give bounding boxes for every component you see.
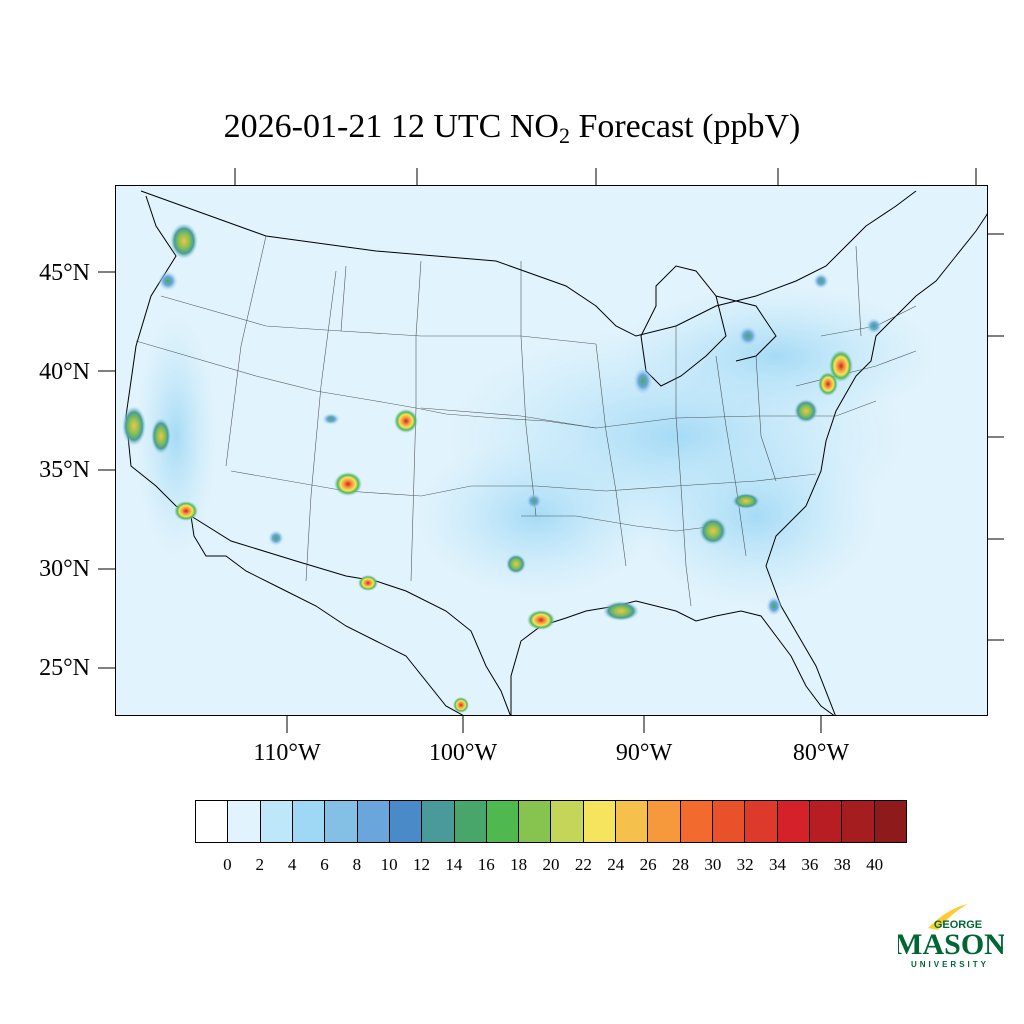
hotspot-los-angeles: [174, 501, 198, 521]
colorbar-cell: [454, 801, 487, 842]
colorbar-cell: [422, 801, 455, 842]
colorbar-cell: [292, 801, 326, 842]
colorbar-tick-label: 2: [255, 855, 264, 874]
hotspot-houston: [527, 610, 555, 630]
colorbar-tick-label: 4: [287, 855, 297, 874]
hotspot-salt-lake: [322, 413, 340, 425]
map-svg: [122, 190, 987, 715]
colorbar-cell: [260, 801, 293, 842]
colorbar-tick-label: 22: [574, 855, 592, 874]
lat-label-45: 45°N: [39, 260, 90, 286]
hotspot-monterrey: [453, 697, 469, 713]
colorbar-cell: [713, 801, 746, 842]
colorbar-tick-label: 0: [223, 855, 232, 874]
lon-label-110: 110°W: [253, 740, 321, 766]
colorbar-tick-label: 14: [445, 855, 463, 874]
hotspot-detroit: [738, 326, 758, 346]
lat-label-25: 25°N: [39, 655, 90, 681]
hotspot-sf-bay: [122, 406, 146, 446]
hotspot-phoenix: [268, 530, 284, 546]
hotspot-oklahoma: [526, 493, 542, 509]
hotspot-seattle: [170, 223, 198, 259]
colorbar-cell: [519, 801, 552, 842]
colorbar-tick-label: 28: [671, 855, 689, 874]
title-subscript: 2: [558, 123, 570, 148]
hotspot-philadelphia: [818, 372, 838, 396]
hotspot-charlotte: [732, 493, 760, 509]
colorbar-tick-label: 40: [866, 855, 884, 874]
logo-george: GEORGE: [934, 919, 982, 931]
colorbar-tick-label: 20: [542, 855, 560, 874]
title-suffix: Forecast (ppbV): [569, 108, 801, 145]
hotspot-central-valley: [151, 418, 171, 454]
lat-label-40: 40°N: [39, 359, 90, 385]
no2-hotspots: [122, 223, 882, 713]
chart-title: 2026-01-21 12 UTC NO2 Forecast (ppbV): [0, 108, 1024, 149]
hotspot-florida: [766, 596, 782, 616]
colorbar-cell: [777, 801, 810, 842]
logo-university: UNIVERSITY: [911, 960, 989, 969]
hotspot-montreal: [813, 273, 829, 289]
hotspot-chicago: [633, 367, 653, 395]
background-haze: [136, 286, 936, 606]
colorbar-tick-label: 18: [510, 855, 528, 874]
colorbar-cell: [616, 801, 649, 842]
lat-label-30: 30°N: [39, 556, 90, 582]
no2-forecast-map: [115, 185, 988, 716]
colorbar-cell: [389, 801, 423, 842]
colorbar-tick-label: 38: [833, 855, 851, 874]
colorbar-cell: [809, 801, 843, 842]
colorbar-cell: [357, 801, 390, 842]
colorbar-cell: [551, 801, 584, 842]
colorbar-tick-label: 34: [769, 855, 787, 874]
hotspot-denver: [394, 409, 418, 433]
colorbar-cell: [745, 801, 778, 842]
colorbar-cell: [228, 801, 261, 842]
hotspot-dallas: [506, 554, 526, 574]
hotspot-new-york: [829, 350, 853, 382]
lon-label-80: 80°W: [792, 740, 850, 766]
hotspot-portland: [158, 271, 178, 291]
colorbar-tick-label: 16: [477, 855, 495, 874]
hotspot-louisiana: [603, 601, 639, 621]
hotspot-atlanta: [699, 517, 727, 545]
title-text: 2026-01-21 12 UTC NO: [223, 108, 559, 145]
logo-mason: MASON: [898, 928, 1004, 961]
hotspot-washington: [794, 399, 818, 423]
colorbar-tick-label: 24: [607, 855, 625, 874]
colorbar-cell: [196, 801, 229, 842]
colorbar-tick-label: 10: [380, 855, 398, 874]
colorbar-labels: 0 2 4 6 8 10 12 14 16 18 20 22 24 26 28 30 32 34 36 38 40: [195, 855, 907, 879]
colorbar-cell: [583, 801, 617, 842]
colorbar-tick-label: 32: [736, 855, 754, 874]
colorbar-cell: [648, 801, 681, 842]
hotspot-albuquerque: [334, 472, 362, 496]
colorbar-cell: [486, 801, 520, 842]
colorbar-tick-label: 8: [352, 855, 362, 874]
hotspot-el-paso: [358, 575, 378, 591]
hotspot-boston: [866, 318, 882, 334]
colorbar-tick-label: 26: [639, 855, 657, 874]
colorbar-tick-label: 12: [413, 855, 431, 874]
gmu-logo: GEORGE MASON UNIVERSITY: [898, 904, 1004, 969]
colorbar-cell: [325, 801, 358, 842]
lon-label-100: 100°W: [428, 740, 498, 766]
colorbar-tick-label: 30: [704, 855, 722, 874]
lon-label-90: 90°W: [615, 740, 673, 766]
colorbar-tick-label: 36: [801, 855, 819, 874]
colorbar-tick-label: 6: [320, 855, 329, 874]
logo-flame: [928, 904, 968, 930]
colorbar-cell: [680, 801, 713, 842]
colorbar-cell: [874, 801, 906, 842]
lat-label-35: 35°N: [39, 457, 90, 483]
colorbar-cell: [842, 801, 875, 842]
colorbar: [195, 800, 907, 843]
